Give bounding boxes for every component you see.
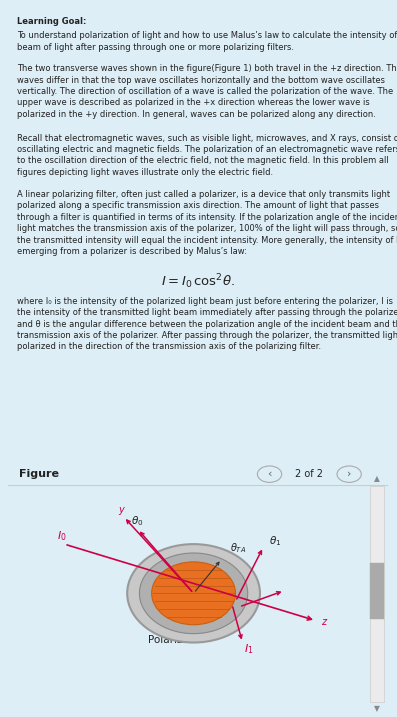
Text: where I₀ is the intensity of the polarized light beam just before entering the p: where I₀ is the intensity of the polariz…: [17, 297, 397, 351]
Text: ▲: ▲: [374, 474, 380, 483]
Text: 2 of 2: 2 of 2: [295, 469, 323, 479]
Text: $I_1$: $I_1$: [244, 642, 254, 656]
Text: The two transverse waves shown in the figure(Figure 1) both travel in the +z dir: The two transverse waves shown in the fi…: [17, 64, 397, 119]
Text: $I_0$: $I_0$: [57, 529, 67, 543]
Text: ›: ›: [347, 469, 351, 479]
Ellipse shape: [127, 544, 260, 642]
Text: A linear polarizing filter, often just called a polarizer, is a device that only: A linear polarizing filter, often just c…: [17, 190, 397, 256]
Text: Recall that electromagnetic waves, such as visible light, microwaves, and X rays: Recall that electromagnetic waves, such …: [17, 133, 397, 177]
Text: ▼: ▼: [374, 703, 380, 713]
Text: Figure: Figure: [19, 470, 59, 479]
Text: To understand polarization of light and how to use Malus’s law to calculate the : To understand polarization of light and …: [17, 32, 397, 52]
Text: $I = I_0\,\cos^2\!\theta.$: $I = I_0\,\cos^2\!\theta.$: [160, 272, 235, 290]
Ellipse shape: [152, 562, 235, 625]
Text: $\theta_1$: $\theta_1$: [269, 534, 281, 549]
FancyBboxPatch shape: [370, 486, 384, 702]
Text: ‹: ‹: [267, 469, 272, 479]
Text: y: y: [118, 505, 124, 515]
Text: z: z: [321, 617, 326, 627]
Ellipse shape: [139, 553, 248, 634]
Text: $\theta_0$: $\theta_0$: [131, 514, 143, 528]
FancyBboxPatch shape: [370, 563, 384, 619]
Text: Polarizer: Polarizer: [148, 635, 193, 645]
Text: $\theta_{TA}$: $\theta_{TA}$: [230, 541, 247, 555]
Text: Learning Goal:: Learning Goal:: [17, 17, 87, 26]
Text: x: x: [227, 552, 232, 561]
